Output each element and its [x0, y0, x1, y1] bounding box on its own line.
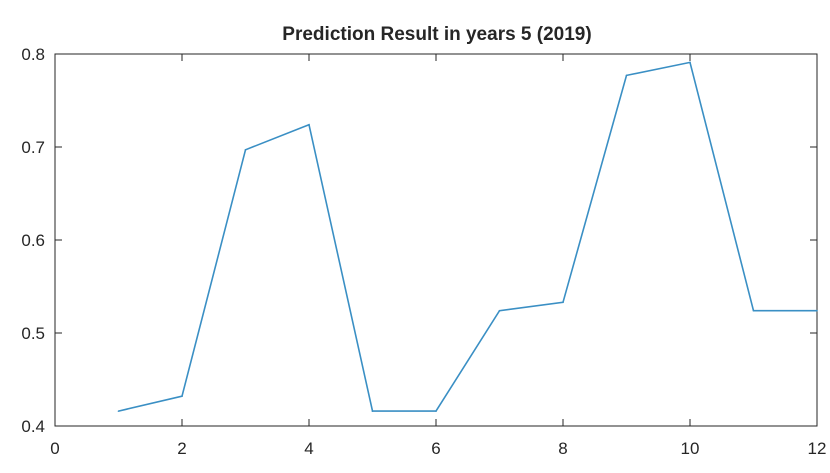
- x-tick-label: 6: [431, 439, 440, 458]
- data-point: [752, 309, 755, 312]
- series-layer: [117, 61, 818, 412]
- y-tick-label: 0.6: [21, 231, 45, 250]
- x-tick-labels: 0 2 4 6 8 10 12: [50, 439, 826, 458]
- data-point: [117, 410, 120, 412]
- data-point: [562, 301, 564, 304]
- x-tick-label: 8: [558, 439, 567, 458]
- data-point: [244, 148, 247, 151]
- data-point: [371, 410, 374, 412]
- x-tick-label: 12: [808, 439, 827, 458]
- data-point: [498, 309, 501, 312]
- data-point: [181, 395, 183, 398]
- y-tick-label: 0.5: [21, 324, 45, 343]
- y-tick-label: 0.7: [21, 138, 45, 157]
- series-line: [118, 61, 817, 412]
- data-point: [689, 61, 691, 64]
- data-point: [625, 74, 628, 77]
- axis-ticks: [54, 53, 818, 427]
- y-tick-label: 0.8: [21, 45, 45, 64]
- x-tick-label: 10: [681, 439, 700, 458]
- x-tick-label: 2: [177, 439, 186, 458]
- x-tick-label: 0: [50, 439, 59, 458]
- y-tick-label: 0.4: [21, 417, 45, 436]
- data-point: [308, 123, 310, 126]
- y-tick-labels: 0.4 0.5 0.6 0.7 0.8: [21, 45, 45, 436]
- x-tick-label: 4: [304, 439, 313, 458]
- data-point: [435, 410, 437, 412]
- chart-title: Prediction Result in years 5 (2019): [282, 24, 591, 45]
- data-point: [816, 309, 818, 312]
